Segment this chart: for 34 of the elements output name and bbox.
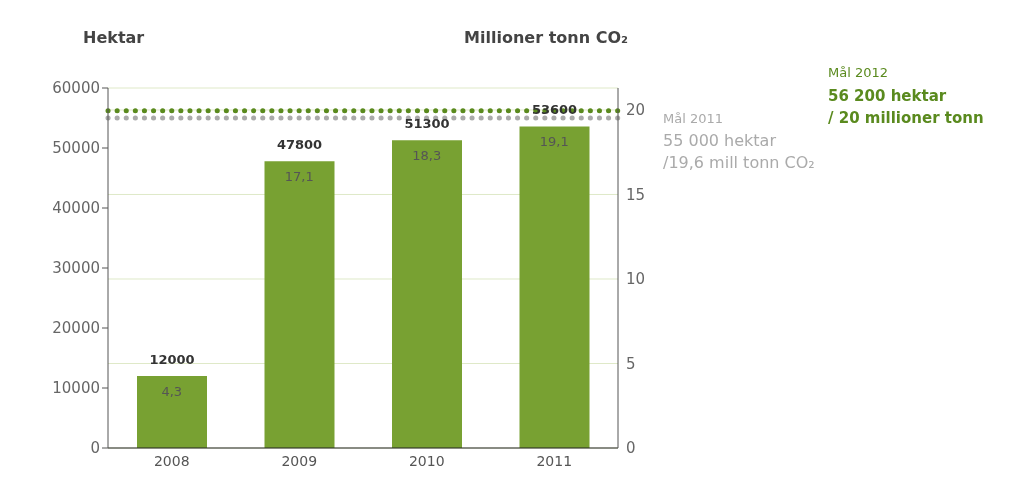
x-tick-label: 2009 (281, 452, 318, 469)
y2-axis-title: Millioner tonn CO₂ (464, 28, 628, 47)
y-tick-label: 0 (90, 439, 100, 458)
annotation: 4,3 (161, 384, 183, 399)
data-label: 53600 (531, 102, 578, 118)
ref-line-label: Mål 2012 (828, 64, 889, 80)
text: 55 000 hektar /19,6 mill tonn CO₂ (663, 131, 815, 172)
data-label: 12000 (149, 352, 195, 367)
bar (137, 376, 207, 448)
data-label: 47800 (276, 137, 323, 153)
ref-line-label: Mål 2011 (663, 111, 724, 126)
x-tick-label: 2008 (153, 452, 190, 469)
y2-tick-label: 20 (626, 101, 646, 120)
y2-tick-label: 0 (626, 439, 636, 458)
x-tick-label: 2010 (408, 452, 445, 469)
y-tick-label: 30000 (52, 259, 100, 278)
text: 56 200 hektar / 20 millioner tonn (828, 86, 984, 127)
y-tick-label: 20000 (52, 319, 100, 338)
y-tick-label: 50000 (52, 139, 100, 158)
y2-tick-label: 15 (626, 185, 646, 204)
y-tick-label: 40000 (52, 199, 100, 218)
bar (392, 140, 462, 448)
x-tick-label: 2011 (536, 452, 573, 469)
y2-tick-label: 10 (626, 270, 646, 289)
bar (264, 161, 335, 448)
y2-tick-label: 5 (626, 354, 636, 373)
bar (519, 126, 590, 448)
annotation: 17,1 (284, 169, 314, 185)
y-axis-title: Hektar (83, 28, 145, 47)
y-tick-label: 10000 (52, 379, 100, 398)
annotation: 19,1 (539, 134, 569, 150)
y-tick-label: 60000 (52, 79, 100, 98)
data-label: 51300 (404, 116, 450, 132)
annotation: 18,3 (412, 148, 442, 164)
